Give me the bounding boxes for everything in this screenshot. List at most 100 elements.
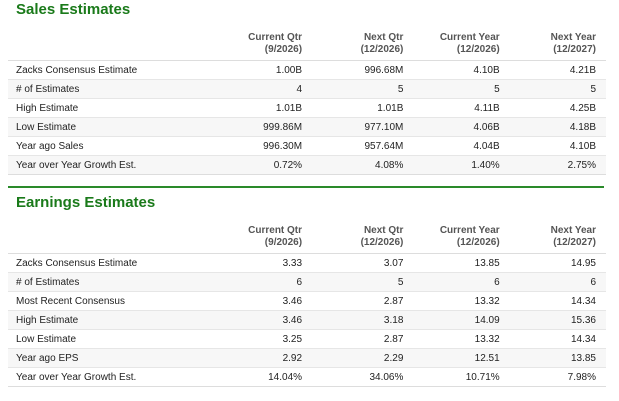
- cell-value: 34.06%: [312, 367, 414, 387]
- table-row: Year ago Sales 996.30M 957.64M 4.04B 4.1…: [8, 136, 606, 156]
- cell-value: 977.10M: [312, 117, 414, 137]
- table-row: # of Estimates 4 5 5 5: [8, 79, 606, 99]
- cell-value: 3.25: [170, 329, 313, 349]
- cell-value: 6: [170, 272, 313, 292]
- header-next-qtr: Next Qtr (12/2026): [312, 221, 414, 254]
- cell-value: 957.64M: [312, 136, 414, 156]
- table-row: Year over Year Growth Est. 14.04% 34.06%…: [8, 367, 606, 387]
- cell-value: 2.92: [170, 348, 313, 368]
- table-header-row: Current Qtr (9/2026) Next Qtr (12/2026) Cu…: [8, 221, 606, 254]
- header-current-year: Current Year (12/2026): [413, 221, 510, 254]
- header-line1: Current Qtr: [248, 32, 303, 43]
- cell-value: 14.04%: [170, 367, 313, 387]
- cell-value: 4.21B: [509, 60, 606, 80]
- table-header-row: Current Qtr (9/2026) Next Qtr (12/2026) Cu…: [8, 28, 606, 61]
- cell-value: 4.06B: [413, 117, 510, 137]
- cell-value: 3.46: [170, 310, 313, 330]
- header-line2: (9/2026): [264, 237, 303, 248]
- cell-value: 14.09: [413, 310, 510, 330]
- cell-value: 5: [413, 79, 510, 99]
- row-label: Most Recent Consensus: [8, 291, 171, 311]
- section-divider: [8, 186, 604, 188]
- header-line1: Current Qtr: [248, 225, 303, 236]
- header-line1: Next Year: [550, 32, 596, 43]
- table-row: Most Recent Consensus 3.46 2.87 13.32 14…: [8, 291, 606, 311]
- cell-value: 4.18B: [509, 117, 606, 137]
- cell-value: 12.51: [413, 348, 510, 368]
- cell-value: 4.11B: [413, 98, 510, 118]
- table-row: Zacks Consensus Estimate 1.00B 996.68M 4…: [8, 60, 606, 80]
- cell-value: 1.01B: [170, 98, 313, 118]
- cell-value: 4.25B: [509, 98, 606, 118]
- header-current-qtr: Current Qtr (9/2026): [170, 28, 313, 61]
- header-line1: Current Year: [439, 225, 500, 236]
- cell-value: 6: [509, 272, 606, 292]
- header-line1: Next Year: [550, 225, 596, 236]
- cell-value: 14.34: [509, 329, 606, 349]
- header-line2: (12/2026): [360, 237, 404, 248]
- row-label: Zacks Consensus Estimate: [8, 60, 171, 80]
- row-label: Low Estimate: [8, 329, 171, 349]
- cell-value: 13.85: [413, 253, 510, 273]
- cell-value: 13.32: [413, 329, 510, 349]
- table-row: Year over Year Growth Est. 0.72% 4.08% 1…: [8, 155, 606, 175]
- table-row: Low Estimate 999.86M 977.10M 4.06B 4.18B: [8, 117, 606, 137]
- cell-value: 5: [312, 79, 414, 99]
- header-line1: Next Qtr: [363, 225, 404, 236]
- cell-value: 14.34: [509, 291, 606, 311]
- cell-value: 15.36: [509, 310, 606, 330]
- header-label-cell: [8, 221, 171, 254]
- cell-value: 5: [509, 79, 606, 99]
- cell-value: 3.33: [170, 253, 313, 273]
- cell-value: 4.08%: [312, 155, 414, 175]
- table-row: High Estimate 1.01B 1.01B 4.11B 4.25B: [8, 98, 606, 118]
- sales-estimates-title: Sales Estimates: [16, 1, 131, 18]
- cell-value: 2.75%: [509, 155, 606, 175]
- cell-value: 0.72%: [170, 155, 313, 175]
- table-row: Zacks Consensus Estimate 3.33 3.07 13.85…: [8, 253, 606, 273]
- row-label: # of Estimates: [8, 272, 171, 292]
- cell-value: 4.10B: [413, 60, 510, 80]
- cell-value: 3.46: [170, 291, 313, 311]
- cell-value: 7.98%: [509, 367, 606, 387]
- header-line2: (12/2026): [456, 44, 500, 55]
- cell-value: 4.04B: [413, 136, 510, 156]
- cell-value: 4.10B: [509, 136, 606, 156]
- cell-value: 13.32: [413, 291, 510, 311]
- cell-value: 6: [413, 272, 510, 292]
- row-label: High Estimate: [8, 98, 171, 118]
- row-label: High Estimate: [8, 310, 171, 330]
- header-line2: (12/2026): [360, 44, 404, 55]
- row-label: Year over Year Growth Est.: [8, 155, 171, 175]
- header-label-cell: [8, 28, 171, 61]
- cell-value: 14.95: [509, 253, 606, 273]
- row-label: Year over Year Growth Est.: [8, 367, 171, 387]
- cell-value: 10.71%: [413, 367, 510, 387]
- cell-value: 13.85: [509, 348, 606, 368]
- earnings-estimates-title: Earnings Estimates: [16, 194, 156, 211]
- header-current-year: Current Year (12/2026): [413, 28, 510, 61]
- cell-value: 1.01B: [312, 98, 414, 118]
- header-line1: Current Year: [439, 32, 500, 43]
- header-line2: (9/2026): [264, 44, 303, 55]
- header-next-qtr: Next Qtr (12/2026): [312, 28, 414, 61]
- cell-value: 1.00B: [170, 60, 313, 80]
- cell-value: 4: [170, 79, 313, 99]
- header-next-year: Next Year (12/2027): [509, 28, 606, 61]
- row-label: Low Estimate: [8, 117, 171, 137]
- header-next-year: Next Year (12/2027): [509, 221, 606, 254]
- row-label: Year ago EPS: [8, 348, 171, 368]
- row-label: Zacks Consensus Estimate: [8, 253, 171, 273]
- earnings-estimates-table: Current Qtr (9/2026) Next Qtr (12/2026) Cu…: [8, 221, 606, 387]
- table-row: # of Estimates 6 5 6 6: [8, 272, 606, 292]
- table-row: Year ago EPS 2.92 2.29 12.51 13.85: [8, 348, 606, 368]
- cell-value: 1.40%: [413, 155, 510, 175]
- cell-value: 2.87: [312, 291, 414, 311]
- cell-value: 5: [312, 272, 414, 292]
- cell-value: 3.18: [312, 310, 414, 330]
- header-line2: (12/2026): [456, 237, 500, 248]
- cell-value: 999.86M: [170, 117, 313, 137]
- table-row: Low Estimate 3.25 2.87 13.32 14.34: [8, 329, 606, 349]
- sales-estimates-table: Current Qtr (9/2026) Next Qtr (12/2026) Cu…: [8, 28, 606, 175]
- header-current-qtr: Current Qtr (9/2026): [170, 221, 313, 254]
